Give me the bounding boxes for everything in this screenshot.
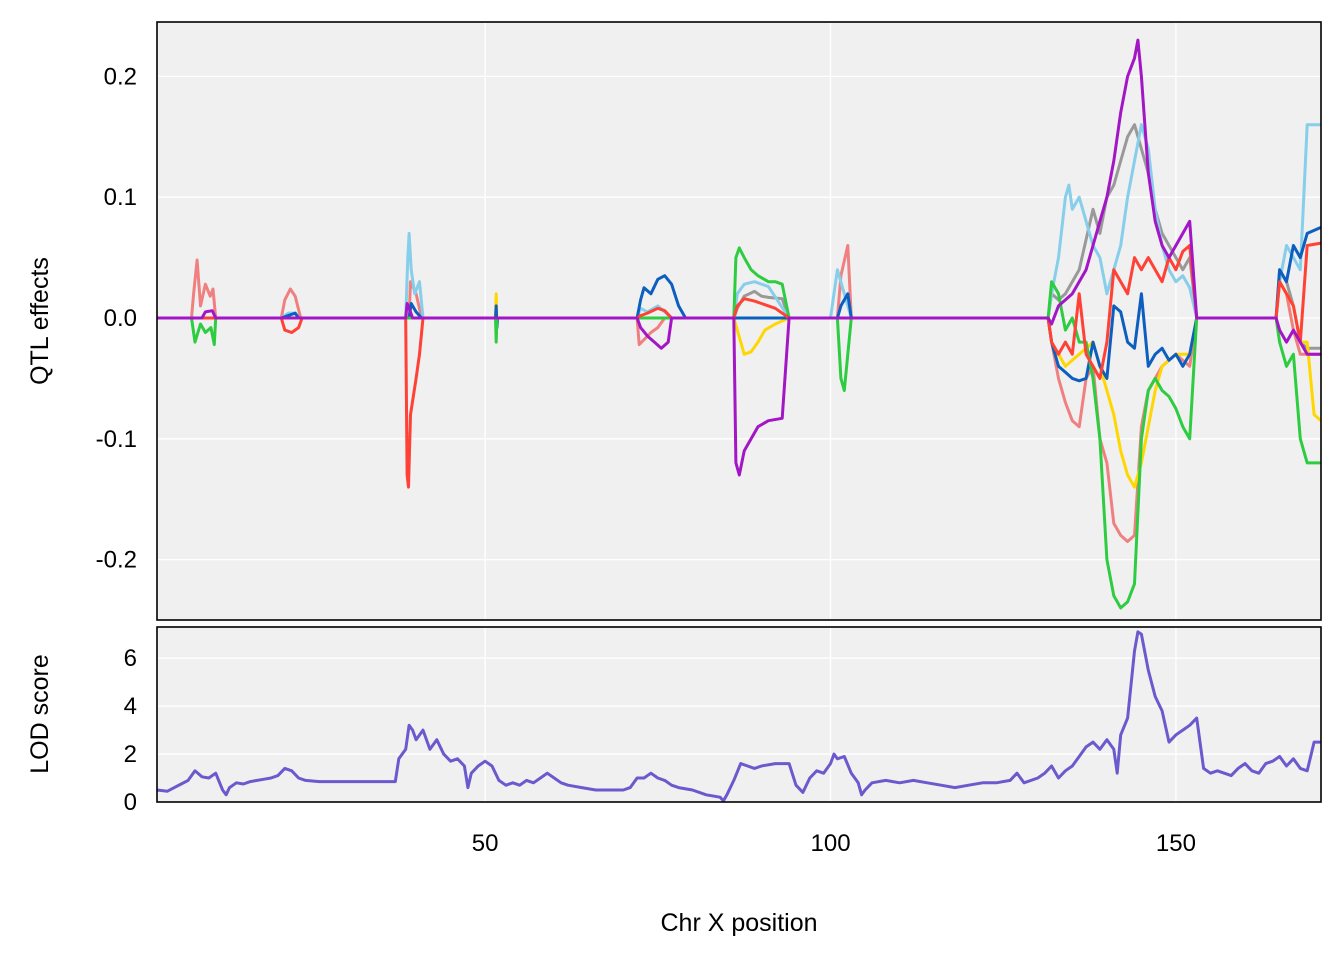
effects-series-line bbox=[157, 38, 1321, 477]
effects-y-tick-label: -0.2 bbox=[96, 547, 137, 574]
x-tick-label: 100 bbox=[811, 830, 851, 857]
lod-y-tick-label: 0 bbox=[124, 789, 137, 816]
effects-series-line bbox=[157, 246, 1321, 610]
effects-y-tick-label: -0.1 bbox=[96, 426, 137, 453]
lod-panel: 0 2 4 6 50 100 150 LOD score Chr X position bbox=[26, 626, 1322, 937]
effects-y-tick-label: 0.0 bbox=[104, 305, 137, 332]
x-tick-label: 50 bbox=[472, 830, 499, 857]
lod-y-tick-label: 4 bbox=[124, 693, 137, 720]
lod-y-tick-label: 2 bbox=[124, 741, 137, 768]
effects-panel: 0.2 0.1 0.0 -0.1 -0.2 QTL effects bbox=[26, 21, 1322, 621]
x-tick-label: 150 bbox=[1156, 830, 1196, 857]
effects-y-ticks: 0.2 0.1 0.0 -0.1 -0.2 bbox=[96, 63, 137, 573]
lod-y-axis-label: LOD score bbox=[26, 654, 54, 773]
effects-y-axis-label: QTL effects bbox=[26, 257, 54, 385]
lod-series-line bbox=[156, 630, 1321, 803]
x-axis-label: Chr X position bbox=[660, 909, 817, 937]
effects-series-line bbox=[157, 241, 1322, 489]
effects-plot-background bbox=[157, 22, 1321, 620]
effects-series-line bbox=[157, 226, 1322, 383]
lod-plot-frame bbox=[156, 626, 1322, 803]
effects-y-tick-label: 0.2 bbox=[104, 63, 137, 90]
lod-y-tick-label: 6 bbox=[124, 645, 137, 672]
effects-plot-frame bbox=[156, 21, 1322, 621]
effects-series-group bbox=[157, 38, 1322, 610]
lod-series-group bbox=[156, 630, 1321, 803]
lod-y-ticks: 0 2 4 6 bbox=[124, 645, 137, 816]
effects-y-tick-label: 0.1 bbox=[104, 184, 137, 211]
x-axis-ticks: 50 100 150 bbox=[472, 830, 1196, 857]
